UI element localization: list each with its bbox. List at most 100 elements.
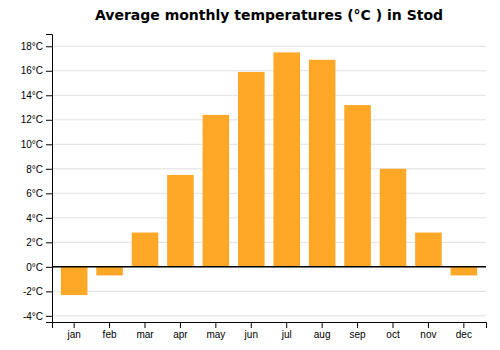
tick-mark — [322, 322, 323, 328]
tick-mark — [46, 144, 52, 145]
tick-mark — [74, 322, 75, 328]
tick: may — [206, 322, 225, 340]
bar — [451, 267, 478, 276]
tick-label: sep — [350, 329, 367, 340]
tick-label: 8°C — [26, 164, 43, 175]
tick-mark — [46, 46, 52, 47]
tick-label: feb — [103, 329, 117, 340]
grid-line — [52, 46, 486, 47]
tick-mark — [251, 322, 252, 328]
tick-label: jul — [281, 329, 292, 340]
x-axis: jan feb mar apr may jun jul aug sep oct nov dec — [53, 322, 487, 340]
tick-label: jan — [66, 329, 80, 340]
tick: jun — [244, 322, 258, 340]
tick-mark — [46, 193, 52, 194]
tick-mark — [463, 322, 464, 328]
tick-mark — [145, 322, 146, 328]
axis-line — [53, 323, 487, 329]
grid-line — [52, 119, 486, 120]
tick-mark — [46, 95, 52, 96]
tick: mar — [136, 322, 154, 340]
grid-line — [52, 144, 486, 145]
tick-label: dec — [456, 329, 472, 340]
tick: feb — [103, 322, 117, 340]
bar — [96, 267, 123, 276]
tick: 8°C — [26, 164, 52, 175]
bar — [415, 233, 442, 267]
bar — [309, 60, 336, 267]
tick-mark — [393, 322, 394, 328]
tick-mark — [286, 322, 287, 328]
tick-mark — [46, 267, 52, 268]
tick: jan — [66, 322, 80, 340]
grid-line — [52, 193, 486, 194]
tick: nov — [420, 322, 436, 340]
tick: 18°C — [21, 41, 52, 52]
grid-line — [52, 315, 486, 316]
grid-line — [52, 70, 486, 71]
tick: -2°C — [23, 286, 52, 297]
tick: sep — [350, 322, 367, 340]
tick-label: 4°C — [26, 213, 43, 224]
tick-label: oct — [386, 329, 400, 340]
tick-mark — [215, 322, 216, 328]
tick: 0°C — [26, 262, 52, 273]
zero-line — [52, 266, 486, 268]
title: Average monthly temperatures (°C ) in St… — [95, 7, 443, 23]
tick-label: jun — [244, 329, 258, 340]
tick-label: 2°C — [26, 237, 43, 248]
tick-label: 6°C — [26, 188, 43, 199]
tick: 16°C — [21, 65, 52, 76]
tick-mark — [46, 120, 52, 121]
tick: 6°C — [26, 188, 52, 199]
tick-mark — [46, 316, 52, 317]
bar — [238, 72, 265, 267]
y-axis: -4°C -2°C 0°C 2°C 4°C 6°C 8°C 10°C 12°C 14°C 16°C 1… — [21, 35, 53, 323]
tick-label: apr — [173, 329, 188, 340]
tick-label: nov — [420, 329, 436, 340]
tick-mark — [357, 322, 358, 328]
tick-mark — [46, 242, 52, 243]
tick-label: aug — [314, 329, 331, 340]
grid-line — [52, 266, 486, 267]
bar — [132, 233, 159, 267]
tick-label: may — [206, 329, 225, 340]
plot-area — [52, 52, 486, 295]
tick-label: 0°C — [26, 262, 43, 273]
grid — [52, 46, 486, 316]
tick: 14°C — [21, 90, 52, 101]
bar — [167, 175, 194, 267]
tick: apr — [173, 322, 188, 340]
tick: jul — [281, 322, 292, 340]
tick-mark — [428, 322, 429, 328]
tick-mark — [46, 71, 52, 72]
bar — [380, 169, 407, 267]
grid-line — [52, 217, 486, 218]
tick-mark — [46, 291, 52, 292]
bar — [203, 115, 230, 267]
tick: 4°C — [26, 213, 52, 224]
tick: 12°C — [21, 114, 52, 125]
tick-label: 14°C — [21, 90, 43, 101]
grid-line — [52, 95, 486, 96]
tick-label: 12°C — [21, 114, 43, 125]
bar — [344, 105, 371, 267]
tick-label: mar — [136, 329, 154, 340]
chart: -4°C -2°C 0°C 2°C 4°C 6°C 8°C 10°C 12°C 14°C 16°C 1… — [0, 0, 500, 350]
tick: -4°C — [23, 311, 52, 322]
tick: 10°C — [21, 139, 52, 150]
tick: dec — [456, 322, 472, 340]
tick: aug — [314, 322, 331, 340]
tick-label: -4°C — [23, 311, 43, 322]
tick-label: 10°C — [21, 139, 43, 150]
axis-line — [46, 35, 53, 323]
tick: oct — [386, 322, 400, 340]
grid-line — [52, 168, 486, 169]
bar — [273, 52, 300, 266]
grid-line — [52, 291, 486, 292]
tick-mark — [180, 322, 181, 328]
bar — [61, 267, 88, 295]
tick-label: 16°C — [21, 65, 43, 76]
tick-label: -2°C — [23, 286, 43, 297]
tick-mark — [46, 169, 52, 170]
